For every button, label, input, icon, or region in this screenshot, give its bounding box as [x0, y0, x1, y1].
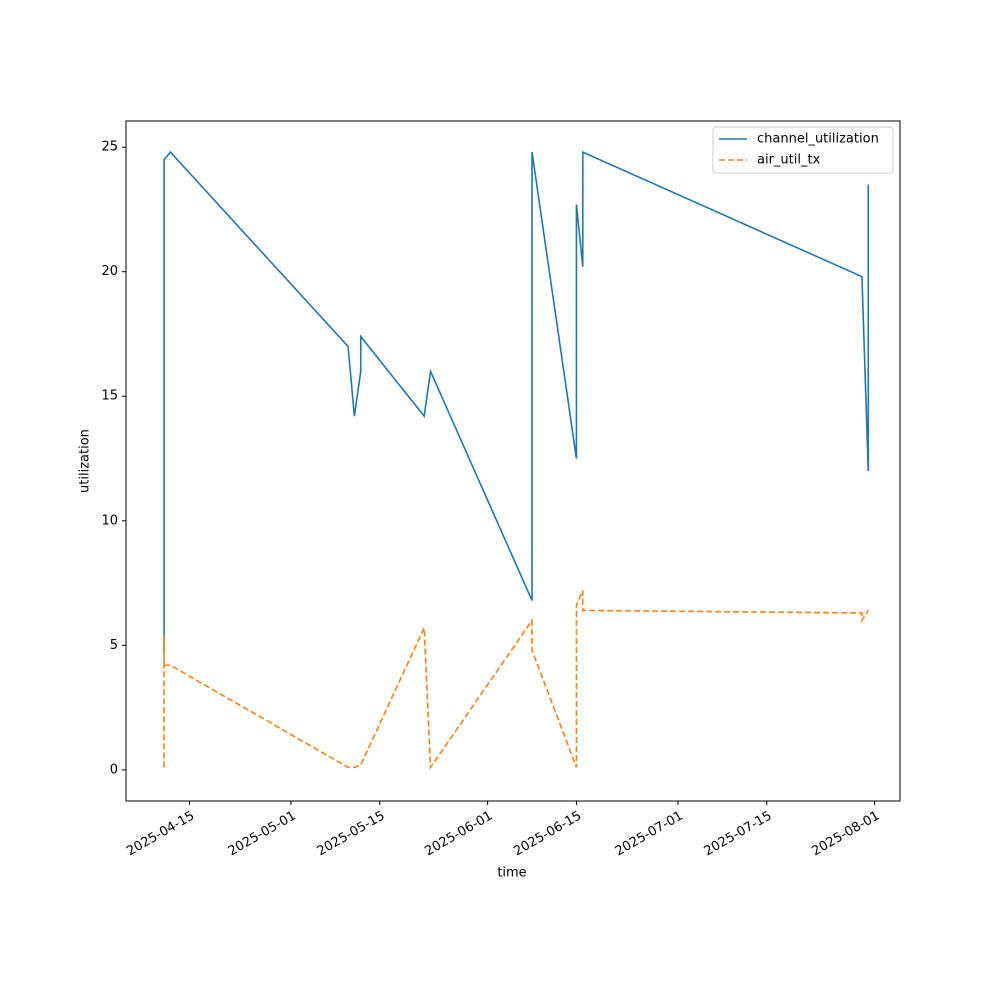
y-tick-label: 25: [101, 140, 118, 155]
x-tick-label: 2025-06-01: [422, 809, 495, 860]
x-tick-label: 2025-05-01: [226, 809, 299, 860]
y-axis-label: utilization: [78, 429, 93, 493]
x-tick-label: 2025-07-01: [613, 809, 686, 860]
x-tick-label: 2025-08-01: [809, 809, 882, 860]
legend: [712, 126, 894, 174]
plot-frame: [125, 120, 901, 802]
y-tick-label: 15: [101, 389, 118, 404]
y-tick-label: 10: [101, 513, 118, 528]
x-axis-label: time: [497, 866, 526, 881]
x-tick-label: 2025-04-15: [124, 809, 197, 860]
y-tick-label: 20: [101, 264, 118, 279]
x-tick-label: 2025-06-15: [511, 809, 584, 860]
series-line: [163, 150, 870, 653]
series-line: [163, 590, 869, 770]
x-tick-label: 2025-05-15: [315, 809, 388, 860]
legend-label: channel_utilization: [757, 132, 879, 147]
y-tick-label: 0: [110, 762, 118, 777]
y-tick-label: 5: [110, 638, 118, 653]
legend-label: air_util_tx: [757, 153, 821, 168]
x-tick-label: 2025-07-15: [702, 809, 775, 860]
